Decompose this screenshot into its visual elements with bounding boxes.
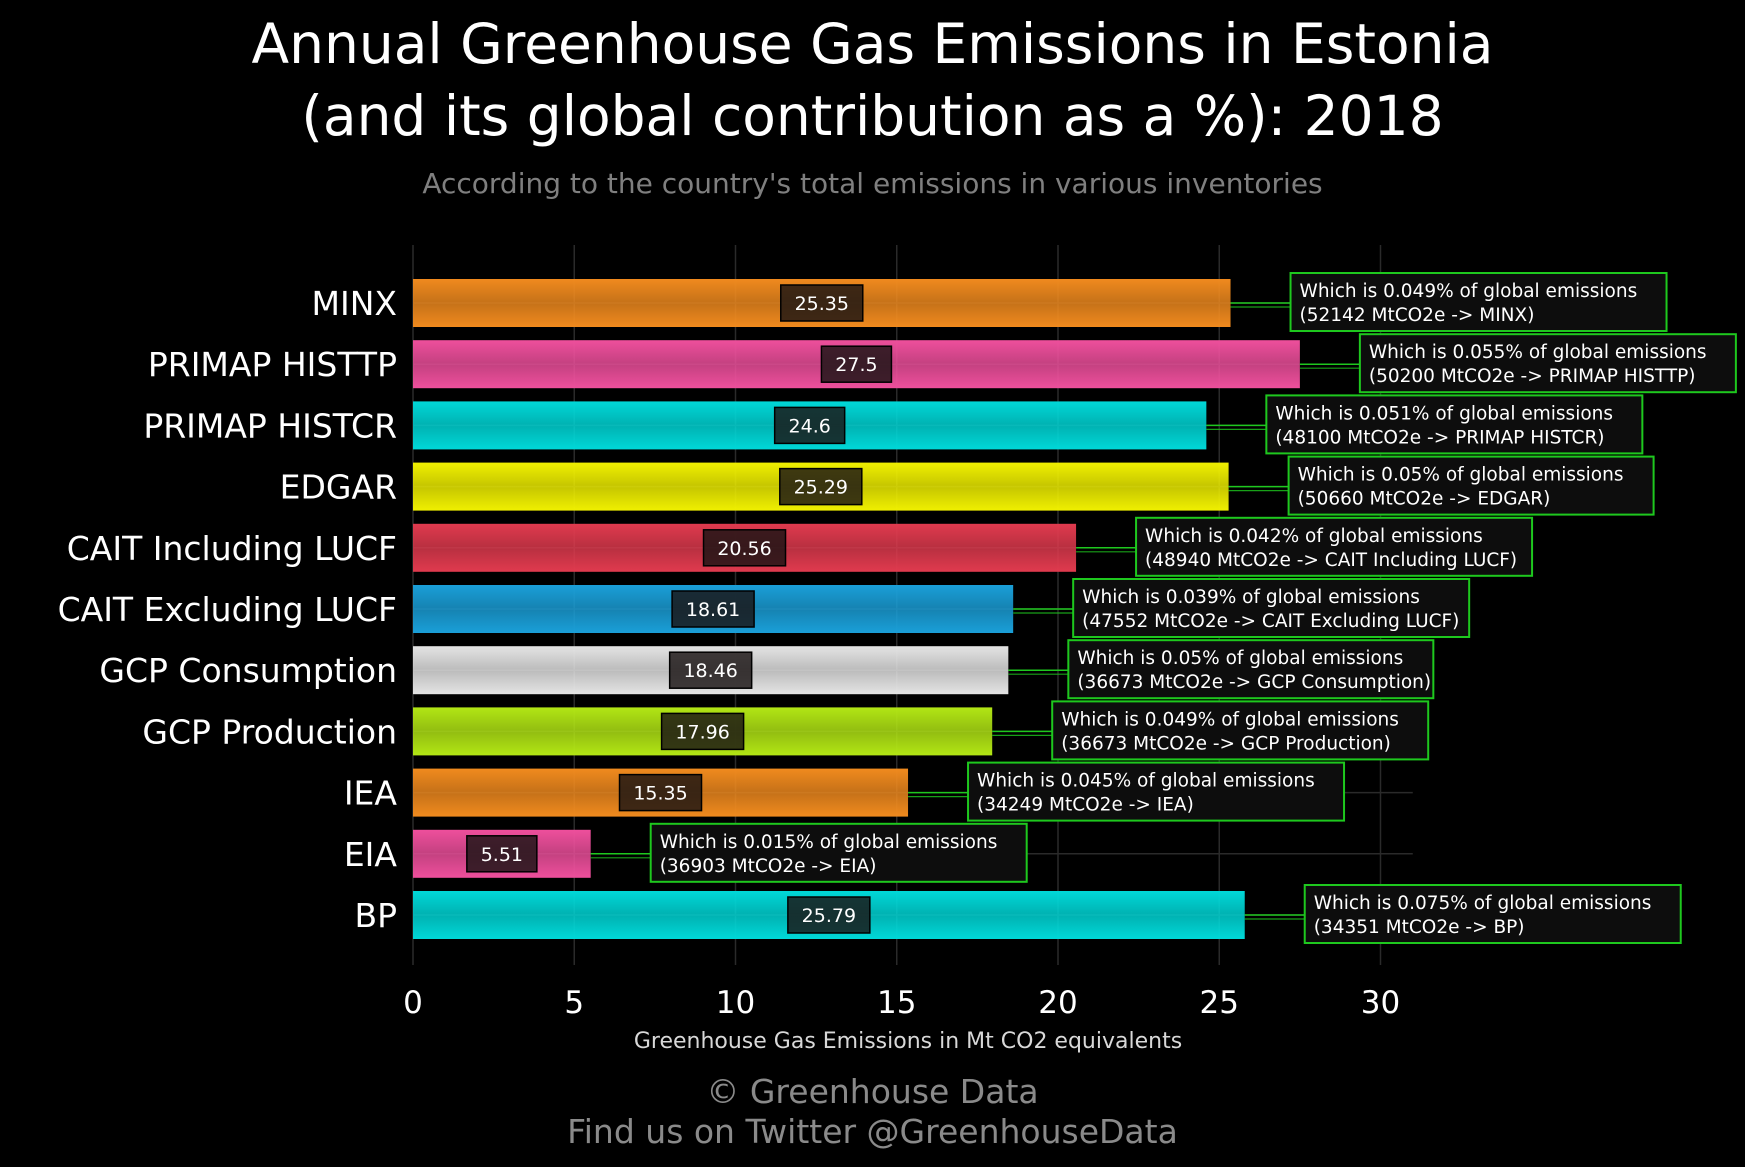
value-label: 25.29 bbox=[794, 477, 848, 499]
value-labels: 25.35 27.5 24.6 25.29 20.56 18.61 18.46 17.96 15… bbox=[466, 284, 893, 934]
chart-title: Annual Greenhouse Gas Emissions in Eston… bbox=[0, 8, 1745, 152]
x-axis-label: Greenhouse Gas Emissions in Mt CO2 equiv… bbox=[634, 1029, 1182, 1054]
value-label-box bbox=[466, 835, 538, 873]
chart-title-line1: Annual Greenhouse Gas Emissions in Eston… bbox=[251, 12, 1494, 76]
annotation-box bbox=[1287, 455, 1655, 516]
annotation-box bbox=[1358, 333, 1737, 394]
annotation-line1: Which is 0.049% of global emissions bbox=[1061, 709, 1399, 730]
annotation-box bbox=[1289, 272, 1668, 332]
value-label: 20.56 bbox=[717, 538, 771, 560]
category-label-cait-excluding-lucf: CAIT Excluding LUCF bbox=[58, 590, 397, 629]
x-tick-label: 25 bbox=[1200, 985, 1239, 1021]
x-tick-label: 15 bbox=[877, 985, 916, 1021]
category-label-bp: BP bbox=[354, 896, 397, 935]
annotation-box bbox=[649, 822, 1028, 883]
annotation-box bbox=[967, 761, 1346, 822]
annotation-box bbox=[1067, 639, 1435, 700]
value-label-box bbox=[779, 467, 863, 506]
annotation-line1: Which is 0.05% of global emissions bbox=[1077, 648, 1403, 669]
annotation-box bbox=[1135, 516, 1534, 577]
annotation-box bbox=[1072, 578, 1471, 638]
value-label-box bbox=[671, 590, 755, 628]
annotation-box bbox=[1303, 884, 1682, 944]
category-label-gcp-consumption: GCP Consumption bbox=[99, 651, 397, 690]
value-label-box bbox=[702, 529, 787, 567]
category-label-minx: MINX bbox=[312, 284, 398, 323]
value-label-box bbox=[820, 345, 893, 383]
annotation-line2: (34351 MtCO2e -> BP) bbox=[1314, 917, 1525, 938]
annotation-line1: Which is 0.055% of global emissions bbox=[1369, 342, 1707, 363]
x-tick-label: 0 bbox=[403, 985, 423, 1021]
x-tick-label: 5 bbox=[564, 985, 584, 1021]
value-label: 27.5 bbox=[835, 354, 877, 376]
annotation-line1: Which is 0.045% of global emissions bbox=[977, 771, 1315, 792]
value-label-box bbox=[668, 651, 753, 689]
category-label-primap-histcr: PRIMAP HISTCR bbox=[143, 406, 397, 445]
category-label-eia: EIA bbox=[344, 835, 398, 874]
annotation-line2: (36673 MtCO2e -> GCP Consumption) bbox=[1077, 672, 1431, 693]
value-label: 17.96 bbox=[675, 721, 729, 743]
value-label: 18.61 bbox=[686, 599, 740, 621]
chart-subtitle: According to the country's total emissio… bbox=[422, 167, 1323, 200]
annotation-box bbox=[1051, 700, 1430, 761]
footer-copyright: © Greenhouse Data bbox=[706, 1072, 1039, 1111]
value-label: 25.35 bbox=[795, 293, 849, 315]
chart-title-line2: (and its global contribution as a %): 20… bbox=[301, 84, 1444, 148]
category-label-gcp-production: GCP Production bbox=[142, 712, 397, 751]
value-label: 25.79 bbox=[802, 905, 856, 927]
annotation-line2: (48940 MtCO2e -> CAIT Including LUCF) bbox=[1145, 550, 1517, 571]
annotation-line2: (50200 MtCO2e -> PRIMAP HISTTP) bbox=[1369, 366, 1696, 387]
value-label: 5.51 bbox=[481, 844, 523, 866]
annotation-line1: Which is 0.05% of global emissions bbox=[1298, 465, 1624, 486]
annotation-line2: (34249 MtCO2e -> IEA) bbox=[977, 795, 1194, 816]
value-label-box bbox=[780, 284, 864, 322]
category-label-primap-histtp: PRIMAP HISTTP bbox=[148, 345, 397, 384]
value-label: 24.6 bbox=[789, 415, 831, 437]
value-label: 18.46 bbox=[683, 660, 737, 682]
annotation-line1: Which is 0.051% of global emissions bbox=[1275, 403, 1613, 424]
annotation-line2: (36903 MtCO2e -> EIA) bbox=[660, 856, 877, 877]
annotation-line1: Which is 0.075% of global emissions bbox=[1314, 893, 1652, 914]
annotation-box bbox=[1265, 394, 1644, 455]
value-label-box bbox=[618, 773, 703, 812]
annotation-line1: Which is 0.042% of global emissions bbox=[1145, 526, 1483, 547]
category-label-iea: IEA bbox=[344, 774, 398, 813]
category-label-edgar: EDGAR bbox=[280, 468, 397, 507]
annotations: Which is 0.049% of global emissions (5214… bbox=[590, 272, 1737, 944]
annotation-line1: Which is 0.039% of global emissions bbox=[1082, 587, 1420, 608]
category-label-cait-including-lucf: CAIT Including LUCF bbox=[67, 529, 397, 568]
value-label-box bbox=[773, 406, 846, 445]
x-tick-label: 10 bbox=[716, 985, 755, 1021]
annotation-line1: Which is 0.015% of global emissions bbox=[660, 832, 998, 853]
value-label: 15.35 bbox=[633, 783, 687, 805]
annotation-line2: (50660 MtCO2e -> EDGAR) bbox=[1298, 489, 1551, 510]
annotation-line1: Which is 0.049% of global emissions bbox=[1300, 281, 1638, 302]
x-tick-label: 20 bbox=[1038, 985, 1077, 1021]
footer-twitter: Find us on Twitter @GreenhouseData bbox=[567, 1112, 1178, 1151]
annotation-line2: (48100 MtCO2e -> PRIMAP HISTCR) bbox=[1275, 427, 1604, 448]
value-label-box bbox=[660, 712, 745, 751]
annotation-line2: (36673 MtCO2e -> GCP Production) bbox=[1061, 733, 1391, 754]
x-tick-label: 30 bbox=[1361, 985, 1400, 1021]
annotation-line2: (47552 MtCO2e -> CAIT Excluding LUCF) bbox=[1082, 611, 1459, 632]
value-label-box bbox=[787, 896, 871, 934]
annotation-line2: (52142 MtCO2e -> MINX) bbox=[1300, 305, 1535, 326]
axes: 0 5 10 15 20 25 30 Greenhouse Gas Emissions in … bbox=[58, 284, 1401, 1054]
